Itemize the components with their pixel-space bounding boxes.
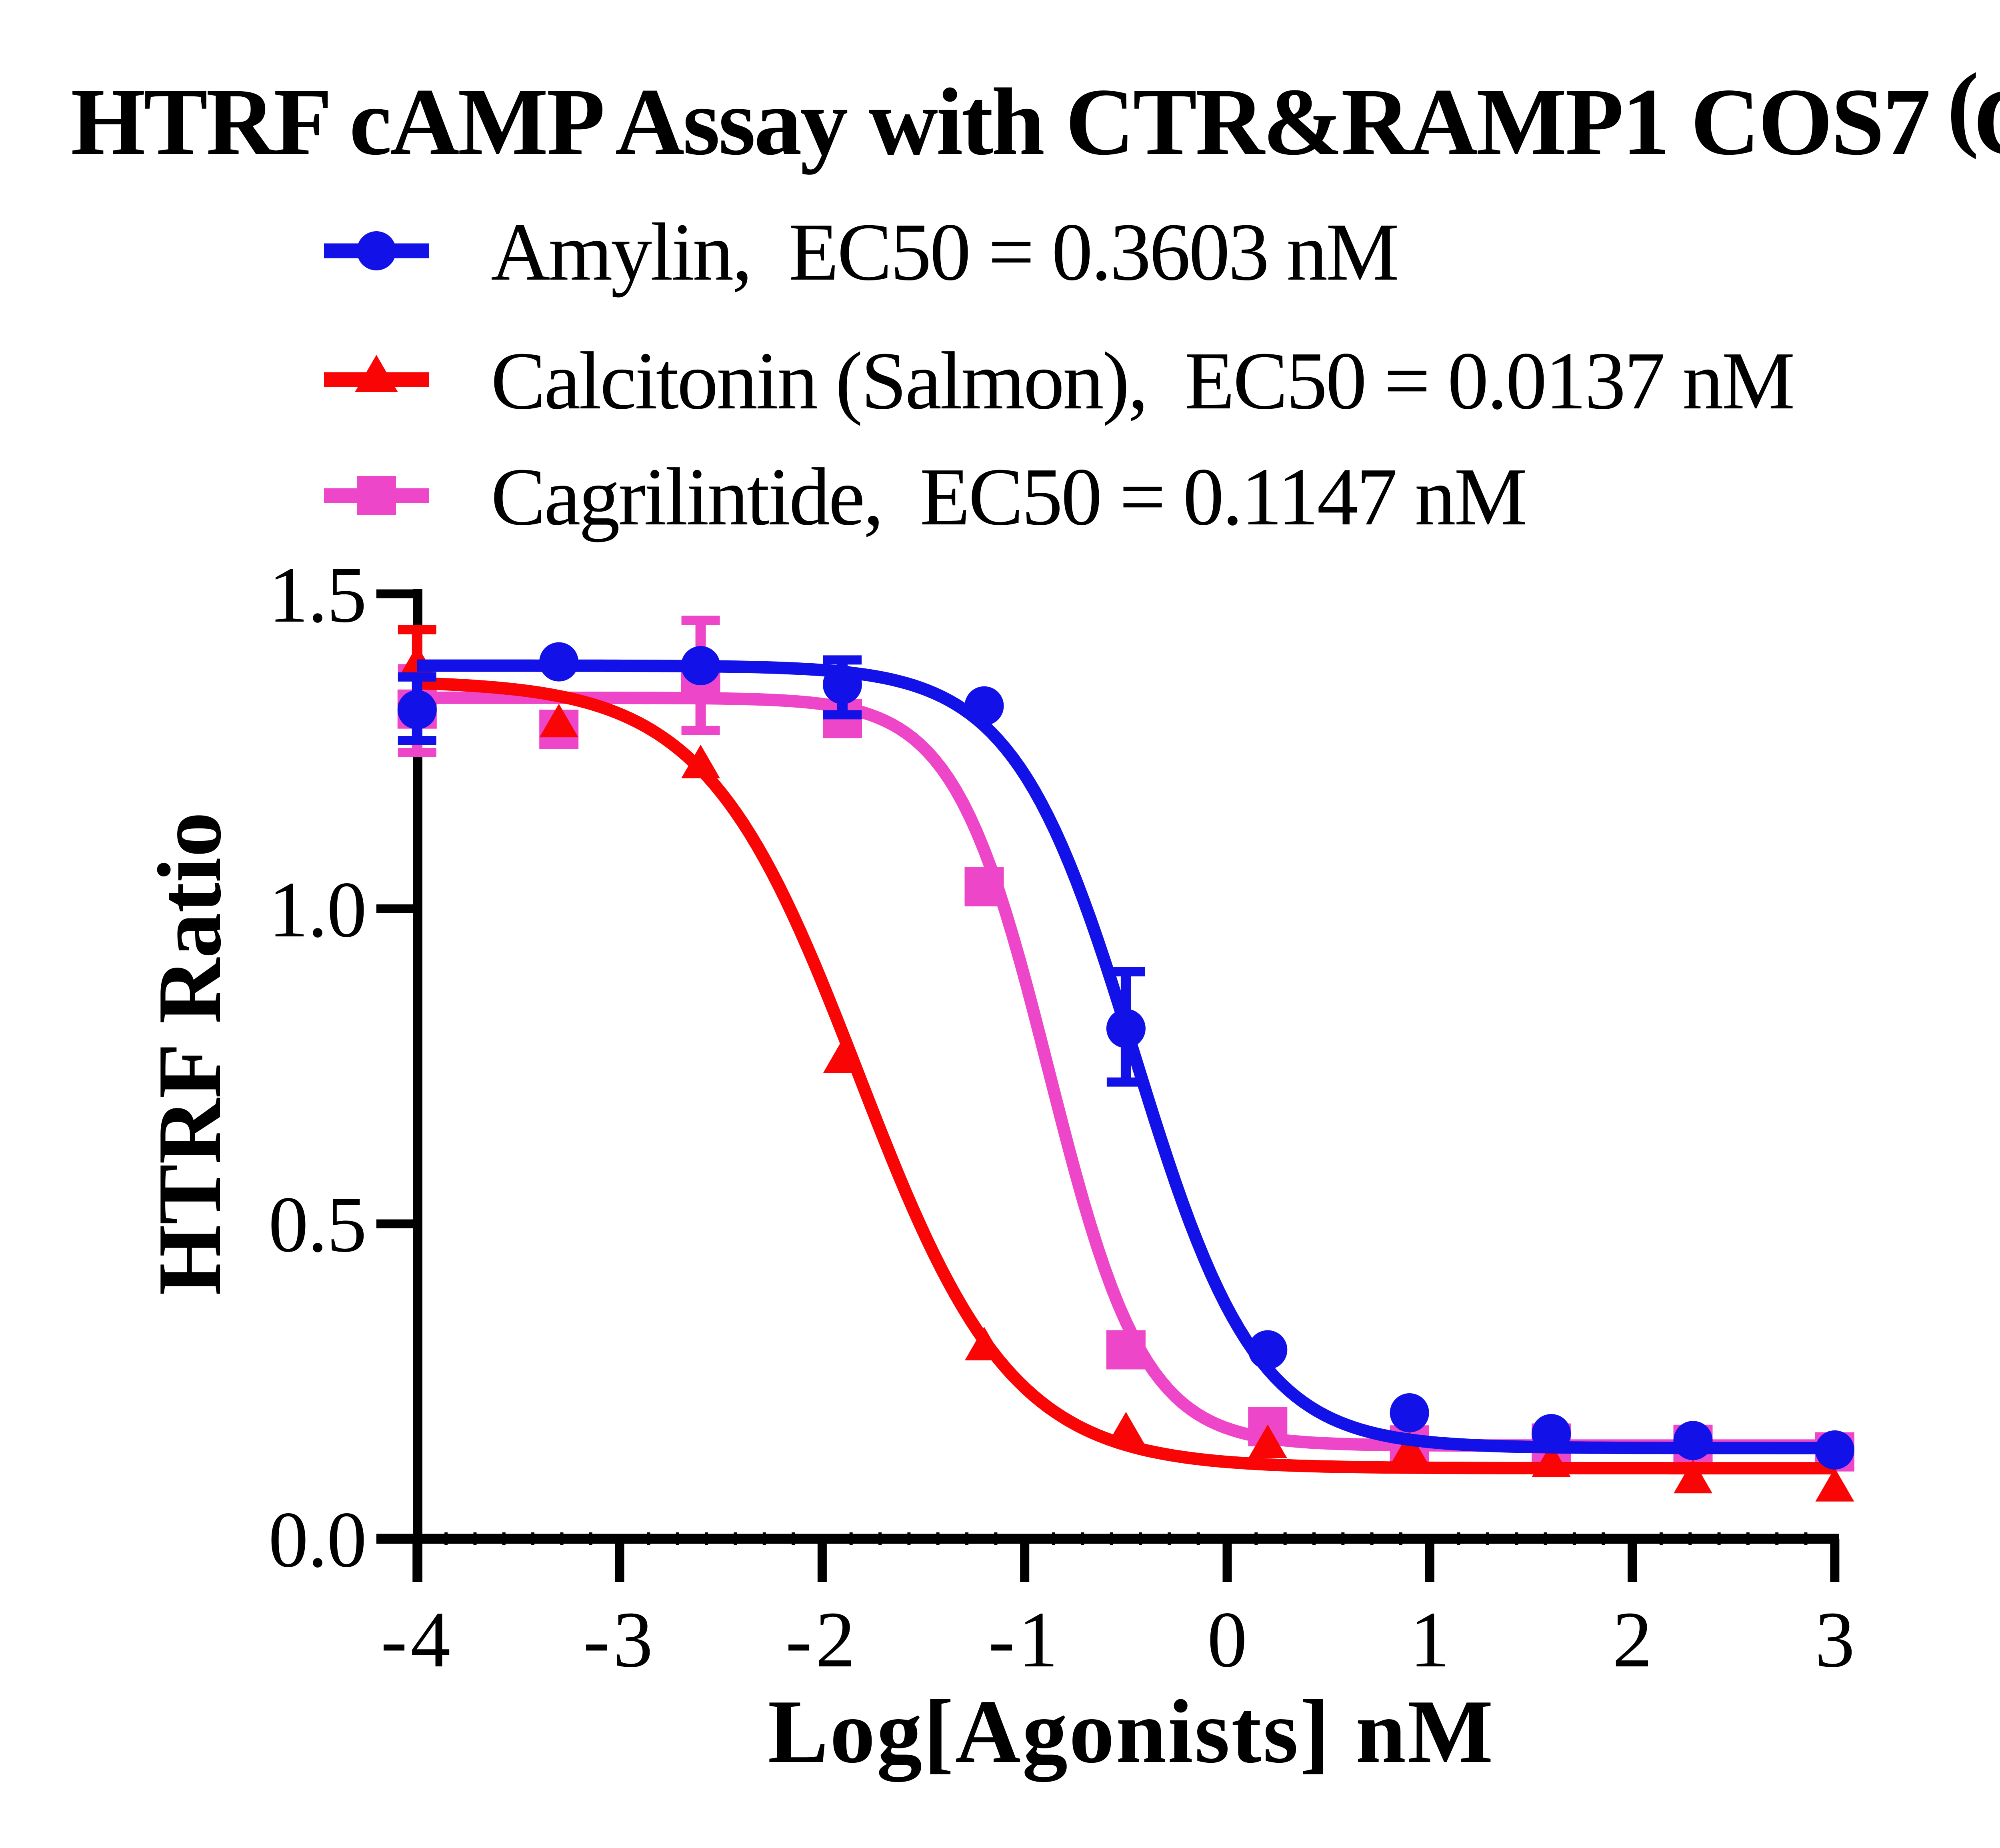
svg-text:0.5: 0.5 <box>268 1180 366 1269</box>
svg-text:-1: -1 <box>988 1596 1062 1684</box>
svg-text:Calcitonin (Salmon), EC50 = 0: Calcitonin (Salmon), EC50 = 0.0137 nM <box>491 335 1793 426</box>
svg-text:2: 2 <box>1612 1596 1652 1684</box>
svg-text:1: 1 <box>1410 1596 1450 1684</box>
svg-text:0: 0 <box>1207 1596 1247 1684</box>
svg-text:Amylin, EC50 = 0.3603 nM: Amylin, EC50 = 0.3603 nM <box>491 206 1398 298</box>
svg-text:3: 3 <box>1815 1596 1855 1684</box>
svg-text:HTRF cAMP Assay with CTR&RAMP1: HTRF cAMP Assay with CTR&RAMP1 COS7(C34) <box>71 53 2000 175</box>
svg-text:Log[Agonists] nM: Log[Agonists] nM <box>768 1682 1495 1782</box>
svg-text:Cagrilintide, EC50 = 0.1147 n: Cagrilintide, EC50 = 0.1147 nM <box>491 451 1526 542</box>
svg-text:HTRF Ratio: HTRF Ratio <box>140 812 240 1296</box>
svg-text:-2: -2 <box>786 1596 859 1684</box>
svg-text:-4: -4 <box>381 1596 454 1684</box>
svg-text:-3: -3 <box>583 1596 656 1684</box>
svg-text:0.0: 0.0 <box>268 1496 366 1584</box>
svg-text:1.5: 1.5 <box>268 551 366 639</box>
svg-text:1.0: 1.0 <box>268 866 366 954</box>
